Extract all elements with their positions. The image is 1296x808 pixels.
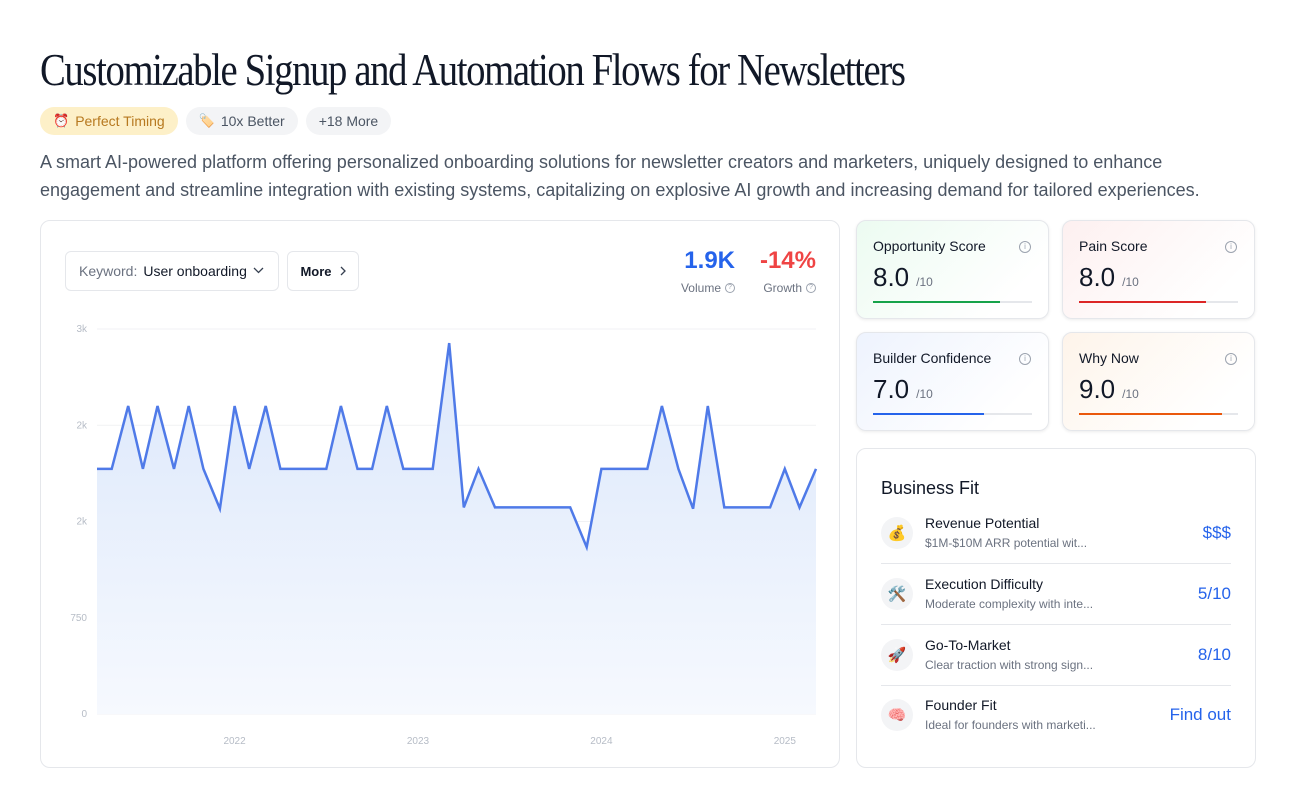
business-fit-row-go-to-market[interactable]: 🚀 Go-To-Market Clear traction with stron… <box>881 635 1231 695</box>
score-bar <box>1079 301 1238 303</box>
score-value: 8.0 <box>873 262 910 292</box>
row-value: 8/10 <box>1197 645 1231 664</box>
brain-icon: 🧠 <box>881 699 913 731</box>
x-tick-label: 2022 <box>223 736 246 747</box>
money-bag-icon: 💰 <box>881 517 913 549</box>
chevron-right-icon <box>340 264 346 279</box>
more-label: More <box>300 263 332 279</box>
row-value[interactable]: Find out <box>1169 705 1231 724</box>
business-fit-card: Business Fit 💰 Revenue Potential $1M-$10… <box>856 448 1256 768</box>
x-tick-label: 2025 <box>774 736 797 747</box>
keyword-value: User onboarding <box>143 263 247 279</box>
score-max: /10 <box>1122 275 1139 289</box>
y-tick-label: 0 <box>81 709 87 720</box>
tag-more[interactable]: +18 More <box>305 107 392 135</box>
tag-icon: 🏷️ <box>198 113 215 128</box>
trend-chart: 0 750 2k 2k 3k 2022 2023 2024 2025 <box>70 324 818 747</box>
score-max: /10 <box>916 275 933 289</box>
row-desc: $1M-$10M ARR potential wit... <box>925 536 1088 550</box>
row-name: Revenue Potential <box>925 515 1040 531</box>
score-card-builder-confidence[interactable]: Builder Confidence i 7.0/10 <box>856 332 1049 431</box>
score-value: 8.0 <box>1079 262 1116 292</box>
score-bar-fill <box>873 413 985 415</box>
volume-label: Volume <box>680 281 721 295</box>
trend-chart-card: Keyword: User onboarding More 1.9K Volum… <box>40 220 840 768</box>
volume-value: 1.9K <box>684 247 735 274</box>
x-tick-label: 2023 <box>407 736 430 747</box>
divider <box>881 624 1231 625</box>
score-name: Why Now <box>1079 350 1139 366</box>
score-bar <box>1079 413 1238 415</box>
x-tick-label: 2024 <box>590 736 613 747</box>
growth-value: -14% <box>759 247 816 274</box>
help-icon[interactable]: ? <box>806 283 816 293</box>
tag-label: Perfect Timing <box>75 113 165 129</box>
score-value: 9.0 <box>1079 374 1116 404</box>
row-desc: Moderate complexity with inte... <box>925 597 1094 611</box>
divider <box>881 685 1231 686</box>
score-name: Opportunity Score <box>873 238 986 254</box>
row-value: $$$ <box>1202 523 1231 542</box>
row-name: Founder Fit <box>925 697 997 713</box>
score-bar-fill <box>873 301 1001 303</box>
divider <box>881 563 1231 564</box>
business-fit-row-revenue-potential[interactable]: 💰 Revenue Potential $1M-$10M ARR potenti… <box>881 513 1231 573</box>
business-fit-row-execution-difficulty[interactable]: 🛠️ Execution Difficulty Moderate complex… <box>881 574 1231 634</box>
row-name: Execution Difficulty <box>925 576 1044 592</box>
info-icon[interactable]: i <box>1019 241 1031 253</box>
keyword-label: Keyword: <box>79 263 138 279</box>
score-name: Pain Score <box>1079 238 1148 254</box>
score-name: Builder Confidence <box>873 350 992 366</box>
help-icon[interactable]: ? <box>725 283 735 293</box>
row-value: 5/10 <box>1197 584 1231 603</box>
score-card-pain-score[interactable]: Pain Score i 8.0/10 <box>1062 220 1255 319</box>
series-area <box>97 343 816 714</box>
page-title: Customizable Signup and Automation Flows… <box>40 45 906 95</box>
tools-icon: 🛠️ <box>881 578 913 610</box>
score-value: 7.0 <box>873 374 910 404</box>
info-icon[interactable]: i <box>1019 353 1031 365</box>
info-icon[interactable]: i <box>1225 241 1237 253</box>
info-icon[interactable]: i <box>1225 353 1237 365</box>
row-desc: Clear traction with strong sign... <box>925 658 1094 672</box>
score-bar <box>873 413 1032 415</box>
score-max: /10 <box>1122 387 1139 401</box>
keyword-select[interactable]: Keyword: User onboarding <box>65 251 279 291</box>
y-tick-label: 2k <box>76 517 88 528</box>
y-tick-label: 2k <box>76 420 88 431</box>
series-line <box>97 342 818 552</box>
growth-metric: -14% Growth? <box>747 247 816 295</box>
tag-list: ⏰ Perfect Timing 🏷️ 10x Better +18 More <box>40 107 392 135</box>
score-bar-fill <box>1079 413 1223 415</box>
tag-10x-better[interactable]: 🏷️ 10x Better <box>185 107 298 135</box>
chevron-down-icon <box>253 265 264 277</box>
score-bar-fill <box>1079 301 1207 303</box>
score-bar <box>873 301 1032 303</box>
y-tick-label: 750 <box>70 613 87 624</box>
y-tick-label: 3k <box>76 324 88 335</box>
row-desc: Ideal for founders with marketi... <box>925 718 1096 732</box>
tag-label: 10x Better <box>220 113 285 129</box>
description: A smart AI-powered platform offering per… <box>40 152 1200 200</box>
more-button[interactable]: More <box>287 251 359 291</box>
score-card-opportunity-score[interactable]: Opportunity Score i 8.0/10 <box>856 220 1049 319</box>
alarm-clock-icon: ⏰ <box>53 113 70 128</box>
score-max: /10 <box>916 387 933 401</box>
row-name: Go-To-Market <box>925 637 1011 653</box>
rocket-icon: 🚀 <box>881 639 913 671</box>
growth-label: Growth <box>763 281 802 295</box>
volume-metric: 1.9K Volume? <box>669 247 735 295</box>
business-fit-title: Business Fit <box>881 478 980 498</box>
score-card-why-now[interactable]: Why Now i 9.0/10 <box>1062 332 1255 431</box>
tag-perfect-timing[interactable]: ⏰ Perfect Timing <box>40 107 178 135</box>
tag-label: +18 More <box>318 113 379 129</box>
business-fit-row-founder-fit[interactable]: 🧠 Founder Fit Ideal for founders with ma… <box>881 695 1231 755</box>
